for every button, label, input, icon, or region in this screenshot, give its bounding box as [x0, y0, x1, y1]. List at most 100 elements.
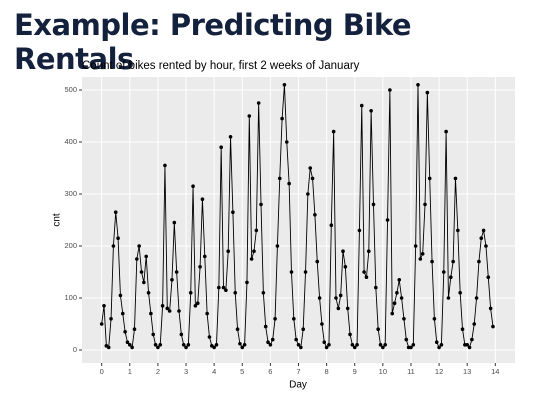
data-point	[125, 340, 130, 345]
data-point	[491, 324, 495, 329]
data-point	[486, 275, 491, 280]
data-point	[212, 345, 216, 350]
data-point	[308, 166, 313, 170]
data-point	[102, 304, 106, 308]
x-tick-label: 6	[268, 367, 272, 376]
data-point	[266, 340, 270, 345]
data-point	[106, 345, 111, 350]
data-point	[188, 291, 193, 295]
data-point	[207, 335, 212, 339]
data-point	[256, 101, 261, 105]
data-point	[416, 83, 420, 87]
y-tick-label: 300	[64, 189, 77, 198]
x-tick-label: 5	[240, 367, 244, 376]
data-point	[181, 343, 186, 347]
data-point	[221, 285, 226, 290]
data-point	[240, 345, 245, 350]
data-point	[245, 280, 249, 285]
data-point	[149, 311, 153, 316]
data-point	[453, 176, 458, 181]
data-point	[392, 301, 397, 306]
data-point	[439, 343, 444, 347]
data-point	[376, 327, 380, 332]
data-point	[263, 324, 268, 329]
x-tick-label: 0	[100, 367, 104, 376]
data-point	[474, 296, 479, 300]
data-point	[113, 210, 118, 214]
data-point	[369, 109, 373, 113]
data-point	[292, 317, 296, 321]
data-point	[231, 210, 235, 214]
data-point	[306, 192, 310, 196]
data-point	[127, 343, 132, 347]
data-point	[99, 322, 104, 326]
data-point	[327, 343, 331, 347]
data-point	[130, 345, 134, 350]
data-point	[254, 228, 259, 233]
data-point	[399, 296, 404, 300]
data-point	[434, 340, 439, 345]
data-point	[242, 343, 247, 347]
x-tick-label: 3	[184, 367, 188, 376]
data-line	[101, 84, 494, 349]
data-point	[146, 291, 151, 295]
data-point	[385, 218, 390, 222]
data-point	[165, 306, 170, 311]
data-point	[432, 317, 437, 321]
y-tick-label: 500	[64, 85, 77, 94]
data-point	[217, 285, 221, 290]
data-point	[317, 296, 322, 300]
data-point	[139, 270, 144, 274]
data-point	[341, 249, 345, 253]
data-point	[249, 257, 254, 261]
data-point	[395, 291, 399, 295]
y-axis-label: cnt	[52, 213, 63, 227]
data-point	[446, 296, 451, 300]
x-tick-label: 2	[156, 367, 160, 376]
data-point	[195, 301, 200, 306]
data-point	[261, 291, 266, 295]
data-point	[118, 293, 123, 298]
y-tick-label: 0	[73, 345, 77, 354]
data-point	[200, 197, 205, 201]
x-tick-label: 8	[325, 367, 329, 376]
data-point	[402, 317, 406, 321]
slide-title: Example: Predicting Bike Rentals	[14, 8, 412, 76]
data-point	[153, 343, 158, 347]
data-point	[315, 259, 320, 264]
data-point	[336, 306, 341, 311]
data-point	[479, 236, 484, 240]
data-point	[343, 265, 348, 269]
data-point	[397, 278, 402, 282]
data-point	[280, 116, 284, 121]
data-point	[310, 176, 315, 181]
data-point	[135, 257, 139, 261]
data-point	[488, 306, 493, 311]
data-point	[449, 275, 453, 280]
y-tick-label: 400	[64, 137, 77, 146]
data-point	[144, 254, 148, 259]
data-point	[390, 311, 395, 316]
data-point	[355, 343, 359, 347]
data-point	[273, 317, 277, 321]
data-point	[186, 343, 191, 347]
y-tick-label: 200	[64, 241, 77, 250]
data-point	[320, 322, 324, 326]
data-point	[418, 257, 423, 261]
data-point	[364, 275, 369, 280]
data-point	[116, 236, 120, 240]
data-point	[371, 202, 376, 207]
data-point	[284, 140, 289, 144]
x-tick-label: 1	[128, 367, 132, 376]
data-point	[411, 343, 416, 347]
data-point	[296, 343, 301, 347]
data-point	[275, 244, 280, 248]
data-point	[470, 337, 474, 342]
data-point	[214, 343, 219, 347]
data-point	[409, 345, 413, 350]
data-point	[238, 341, 242, 346]
data-point	[334, 296, 338, 300]
data-point	[322, 340, 327, 345]
data-point	[484, 244, 488, 248]
data-point	[282, 83, 287, 87]
